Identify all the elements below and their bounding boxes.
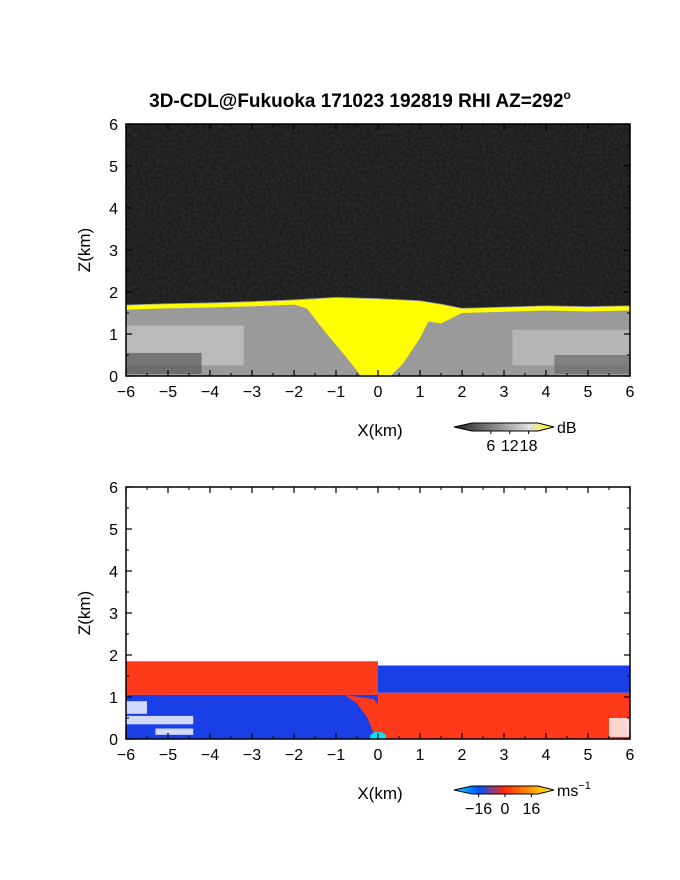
- x-tick-label: 1: [416, 384, 425, 401]
- y-tick-label: 2: [109, 648, 118, 665]
- colorbar-scale: [453, 422, 555, 432]
- x-tick-label: −5: [159, 747, 177, 764]
- no-data-gap: [126, 701, 147, 714]
- colorbar-tick-label: 0: [501, 801, 510, 818]
- x-tick-label: 6: [626, 384, 635, 401]
- colorbar-tick-label: 16: [523, 801, 541, 818]
- y-tick-label: 5: [109, 159, 118, 176]
- colorbar-unit: ms−1: [557, 780, 591, 800]
- y-tick-label: 1: [109, 690, 118, 707]
- y-tick-label: 4: [109, 564, 118, 581]
- y-tick-label: 6: [109, 117, 118, 134]
- colorbar-tick-label: 6: [486, 438, 495, 455]
- velocity-y-axis-label: Z(km): [75, 591, 94, 635]
- velocity-ticks: −6 −5 −4 −3 −2 −1 0 1 2 3 4 5 6 0 1 2 3 4 5 6: [109, 480, 634, 764]
- x-tick-label: 2: [458, 747, 467, 764]
- x-tick-label: 6: [626, 747, 635, 764]
- velocity-transition: [344, 694, 385, 739]
- colorbar-tick-label: −16: [465, 801, 492, 818]
- x-tick-label: 4: [542, 747, 551, 764]
- x-tick-label: −5: [159, 384, 177, 401]
- x-tick-label: −2: [285, 384, 303, 401]
- x-tick-label: 3: [500, 384, 509, 401]
- positive-velocity-region: [126, 661, 378, 695]
- y-tick-label: 6: [109, 480, 118, 497]
- velocity-panel: −6 −5 −4 −3 −2 −1 0 1 2 3 4 5 6 0 1 2 3 4 5 6 X(km) Z(km) −…: [75, 480, 635, 818]
- negative-velocity-region: [378, 665, 630, 693]
- no-data-gap: [126, 715, 194, 725]
- colorbar-unit: dB: [557, 420, 577, 437]
- colorbar-scale: [453, 785, 555, 795]
- x-tick-label: 4: [542, 384, 551, 401]
- x-tick-label: −2: [285, 747, 303, 764]
- x-tick-label: 3: [500, 747, 509, 764]
- x-tick-label: 0: [374, 384, 383, 401]
- backscatter-band: [126, 352, 202, 374]
- saturated-plume: [302, 298, 437, 376]
- y-tick-label: 3: [109, 243, 118, 260]
- velocity-field: [126, 661, 630, 739]
- x-tick-label: 1: [416, 747, 425, 764]
- x-tick-label: −4: [201, 747, 219, 764]
- x-tick-label: −6: [117, 384, 135, 401]
- x-tick-label: 5: [584, 747, 593, 764]
- figure-title: 3D-CDL@Fukuoka 171023 192819 RHI AZ=292o: [149, 88, 571, 112]
- y-tick-label: 0: [109, 732, 118, 749]
- x-tick-label: −6: [117, 747, 135, 764]
- backscatter-y-axis-label: Z(km): [75, 228, 94, 272]
- y-tick-label: 4: [109, 201, 118, 218]
- no-data-gap: [609, 718, 630, 737]
- backscatter-field: [126, 124, 630, 376]
- y-tick-label: 2: [109, 285, 118, 302]
- y-tick-label: 3: [109, 606, 118, 623]
- x-tick-label: −1: [327, 384, 345, 401]
- x-tick-label: −3: [243, 747, 261, 764]
- velocity-colorbar: −16 0 16 ms−1: [453, 780, 591, 818]
- x-tick-label: −4: [201, 384, 219, 401]
- y-tick-label: 1: [109, 327, 118, 344]
- backscatter-colorbar: 6 12 18 dB: [453, 420, 577, 455]
- backscatter-band: [554, 355, 630, 374]
- colorbar-tick-label: 18: [520, 438, 538, 455]
- positive-velocity-region: [378, 692, 630, 739]
- x-tick-label: 2: [458, 384, 467, 401]
- x-tick-label: −3: [243, 384, 261, 401]
- backscatter-x-axis-label: X(km): [357, 421, 402, 440]
- colorbar-tick-label: 12: [501, 438, 519, 455]
- velocity-x-axis-label: X(km): [357, 784, 402, 803]
- x-tick-label: −1: [327, 747, 345, 764]
- backscatter-ticks: −6 −5 −4 −3 −2 −1 0 1 2 3 4 5 6 0 1 2 3 4 5 6: [109, 117, 634, 401]
- x-tick-label: 0: [374, 747, 383, 764]
- x-tick-label: 5: [584, 384, 593, 401]
- y-tick-label: 0: [109, 369, 118, 386]
- y-tick-label: 5: [109, 522, 118, 539]
- no-data-gap: [155, 728, 194, 735]
